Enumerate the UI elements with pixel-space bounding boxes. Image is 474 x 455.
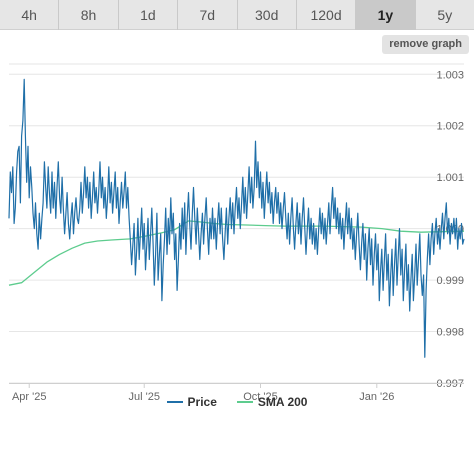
x-tick-label: Oct '25	[243, 391, 278, 403]
x-tick-label: Jul '25	[129, 391, 160, 403]
legend-label-sma: SMA 200	[257, 395, 308, 409]
price-swatch	[166, 401, 183, 403]
price-line	[8, 78, 465, 358]
tab-120d[interactable]: 120d	[297, 0, 357, 30]
tab-30d[interactable]: 30d	[238, 0, 297, 30]
x-tick-label: Apr '25	[12, 391, 47, 403]
remove-graph-button[interactable]: remove graph	[382, 35, 469, 54]
tab-7d[interactable]: 7d	[178, 0, 238, 30]
y-tick-label: 0.999	[436, 275, 464, 287]
y-tick-label: 1.003	[436, 69, 464, 81]
chart-legend: Price SMA 200	[0, 393, 474, 411]
legend-item-price[interactable]: Price	[166, 395, 217, 409]
tab-5y[interactable]: 5y	[437, 7, 453, 23]
tab-1d[interactable]: 1d	[119, 0, 179, 30]
legend-item-sma[interactable]: SMA 200	[236, 395, 308, 409]
timeframe-tabs: 4h 8h 1d 7d 30d 120d 1y 5y	[0, 0, 474, 30]
y-tick-label: 0.998	[436, 327, 464, 339]
tab-4h[interactable]: 4h	[0, 0, 60, 30]
y-tick-label: 1.002	[436, 121, 464, 133]
sma-swatch	[236, 401, 253, 403]
sma-200-line	[8, 220, 465, 286]
legend-label-price: Price	[187, 395, 217, 409]
y-tick-label: 1.001	[436, 172, 464, 184]
tab-8h[interactable]: 8h	[59, 0, 119, 30]
tab-1y[interactable]: 1y	[356, 0, 416, 30]
x-tick-label: Jan '26	[359, 391, 394, 403]
